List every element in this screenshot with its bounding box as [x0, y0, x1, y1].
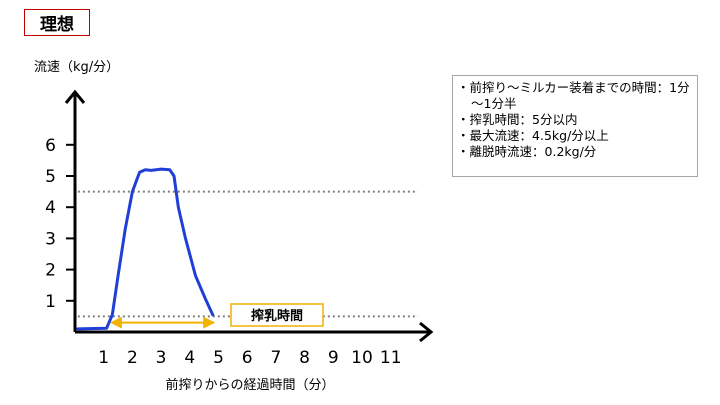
x-tick-label-4: 4	[184, 348, 195, 368]
x-tick-label-1: 1	[98, 348, 109, 368]
milking-time-label: 搾乳時間	[251, 308, 303, 324]
x-tick-label-7: 7	[270, 348, 281, 368]
info-item-max-flow: 最大流速：4.5kg/分以上	[457, 128, 691, 144]
x-axis-arrowhead	[419, 321, 434, 343]
flow-rate-line	[76, 167, 215, 331]
x-tick-label-9: 9	[328, 348, 339, 368]
x-tick-label-8: 8	[299, 348, 310, 368]
x-tick-label-6: 6	[242, 348, 253, 368]
y-tick-label-2: 2	[45, 261, 56, 281]
x-tick-label-5: 5	[213, 348, 224, 368]
x-tick-label-10: 10	[351, 348, 373, 368]
y-axis-arrowhead	[64, 89, 86, 104]
y-tick-label-3: 3	[45, 229, 56, 249]
info-item-milking-time: 搾乳時間：5分以内	[457, 112, 691, 128]
page-title: 理想	[24, 9, 90, 36]
y-tick-label-4: 4	[45, 198, 56, 218]
x-tick-label-11: 11	[380, 348, 402, 368]
info-item-pre-milking-time: 前搾り～ミルカー装着までの時間：1分～1分半	[457, 80, 691, 112]
x-tick-label-2: 2	[127, 348, 138, 368]
x-axis-title: 前搾りからの経過時間（分）	[165, 377, 334, 393]
info-item-detach-flow: 離脱時流速：0.2kg/分	[457, 144, 691, 160]
y-tick-label-5: 5	[45, 167, 56, 187]
y-tick-label-6: 6	[45, 136, 56, 156]
x-tick-label-3: 3	[156, 348, 167, 368]
info-box: 前搾り～ミルカー装着までの時間：1分～1分半 搾乳時間：5分以内 最大流速：4.…	[452, 75, 698, 177]
milking-time-label-box	[230, 303, 324, 327]
y-tick-label-1: 1	[45, 292, 56, 312]
y-axis-title: 流速（kg/分）	[34, 60, 119, 75]
